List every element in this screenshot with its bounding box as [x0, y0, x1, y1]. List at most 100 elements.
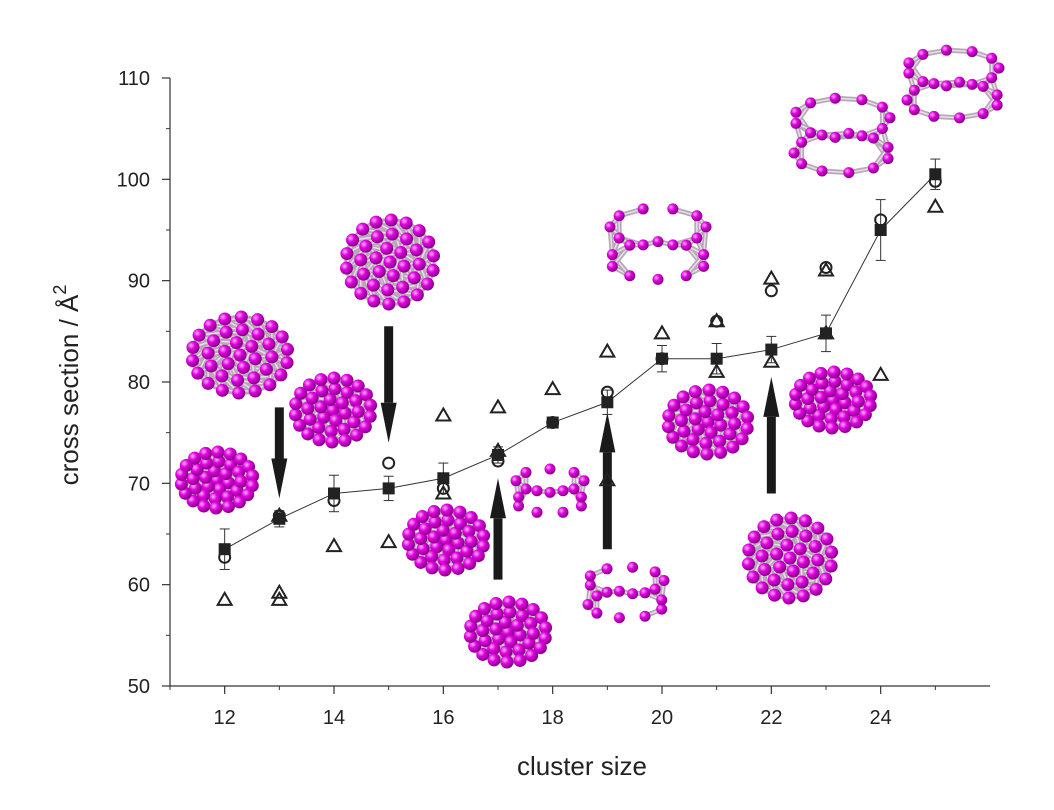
cluster-illustration: [741, 511, 839, 605]
atom: [864, 389, 878, 403]
atom: [209, 501, 223, 515]
atom: [876, 123, 888, 135]
y-tick-label: 100: [117, 169, 150, 191]
atom: [229, 336, 243, 350]
atom: [420, 277, 434, 291]
atom: [314, 373, 328, 387]
atom: [367, 294, 381, 308]
atom: [627, 561, 639, 573]
atom: [211, 445, 225, 459]
atom: [241, 488, 255, 502]
cluster-illustration: [463, 595, 553, 669]
atom: [698, 249, 710, 261]
atom: [882, 153, 894, 165]
atom: [476, 623, 490, 637]
atom: [317, 410, 331, 424]
x-tick-label: 18: [542, 707, 564, 729]
atom: [790, 117, 802, 129]
atom: [460, 544, 474, 558]
atom: [783, 551, 797, 565]
atom: [315, 384, 329, 398]
atom: [500, 655, 514, 669]
atom: [656, 594, 668, 606]
atom: [805, 97, 817, 109]
atom: [220, 490, 234, 504]
atom: [381, 283, 395, 297]
atom: [785, 524, 799, 538]
atom: [533, 641, 547, 655]
atom: [782, 591, 796, 605]
cluster-illustration: [788, 92, 896, 179]
atom: [463, 556, 477, 570]
cluster-illustration: [604, 203, 712, 285]
atom: [986, 72, 998, 84]
atom: [691, 422, 705, 436]
series-line: [224, 173, 936, 550]
atom: [265, 320, 279, 334]
atom: [757, 520, 771, 534]
atom: [977, 80, 989, 92]
atom: [624, 239, 636, 251]
atom: [613, 585, 625, 597]
atom: [788, 397, 802, 411]
atom: [604, 221, 616, 233]
atom: [840, 367, 854, 381]
atom: [716, 385, 730, 399]
atom: [676, 390, 690, 404]
atom: [453, 505, 467, 519]
atom: [882, 141, 894, 153]
atom: [427, 249, 441, 263]
atom: [809, 582, 823, 596]
atom: [412, 224, 426, 238]
atom: [438, 563, 452, 577]
atom: [235, 323, 249, 337]
atom: [199, 446, 213, 460]
atom: [340, 247, 354, 261]
cluster-illustration: [901, 44, 1005, 124]
atom: [828, 374, 842, 388]
atom: [851, 372, 865, 386]
atom: [504, 635, 518, 649]
atom: [407, 517, 421, 531]
atom: [856, 130, 868, 142]
atom: [462, 524, 476, 538]
atom: [513, 653, 527, 667]
atom: [790, 106, 802, 118]
atom: [768, 588, 782, 602]
atom: [667, 203, 679, 215]
atom: [476, 539, 490, 553]
atom: [954, 76, 966, 88]
atom: [908, 84, 920, 96]
atom: [538, 631, 552, 645]
atom: [686, 445, 700, 459]
atom: [402, 527, 416, 541]
atom: [977, 108, 989, 120]
atom: [806, 566, 820, 580]
atom: [218, 312, 232, 326]
atom: [661, 420, 675, 434]
atom: [802, 371, 816, 385]
cluster-illustration: [339, 213, 441, 311]
atom: [746, 570, 760, 584]
atom: [439, 533, 453, 547]
atom: [262, 337, 276, 351]
atom: [263, 378, 277, 392]
atom: [820, 532, 834, 546]
atom: [464, 511, 478, 525]
atom: [591, 590, 603, 602]
atom: [993, 62, 1005, 74]
atom: [568, 466, 580, 478]
atom: [677, 424, 691, 438]
atom: [725, 406, 739, 420]
atom: [815, 376, 829, 390]
atom: [418, 522, 432, 536]
atom: [245, 339, 259, 353]
atom: [351, 405, 365, 419]
atom: [613, 232, 625, 244]
atom: [406, 547, 420, 561]
atom: [190, 462, 204, 476]
atom: [451, 561, 465, 575]
atom: [578, 475, 590, 487]
atom: [510, 618, 524, 632]
x-tick-label: 16: [432, 707, 454, 729]
